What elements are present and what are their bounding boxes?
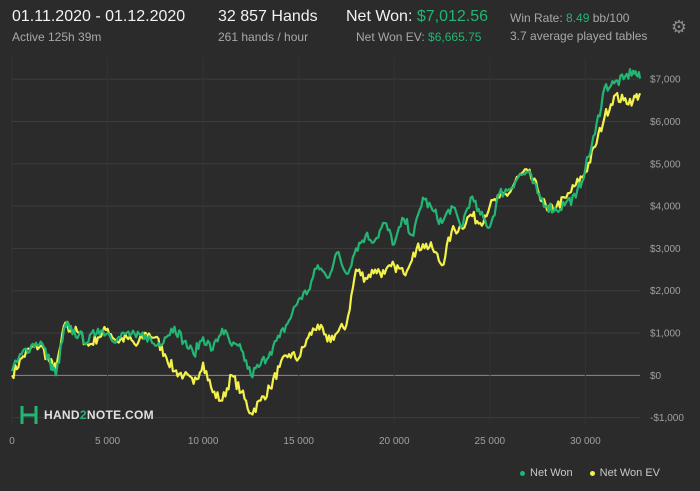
x-tick-label: 15 000 bbox=[283, 436, 314, 447]
gear-icon[interactable]: ⚙ bbox=[670, 17, 688, 37]
net-won-ev-value: $6,665.75 bbox=[428, 30, 482, 44]
hands-block: 32 857 Hands 261 hands / hour bbox=[218, 8, 318, 44]
net-won-ev-summary: Net Won EV: $6,665.75 bbox=[356, 30, 488, 44]
net-won-ev-label: Net Won EV: bbox=[356, 30, 425, 44]
win-rate-value: 8.49 bbox=[566, 11, 590, 25]
net-won-value: $7,012.56 bbox=[416, 8, 489, 25]
x-tick-label: 10 000 bbox=[188, 436, 219, 447]
date-range-block: 01.11.2020 - 01.12.2020 Active 125h 39m bbox=[12, 8, 185, 44]
grid bbox=[11, 58, 640, 424]
stats-header: 01.11.2020 - 01.12.2020 Active 125h 39m … bbox=[0, 8, 700, 54]
y-tick-label: $7,000 bbox=[650, 75, 681, 86]
logo-text-mid: 2 bbox=[79, 408, 87, 422]
hand2note-logo-icon bbox=[20, 406, 38, 424]
logo-text: HAND2NOTE.COM bbox=[44, 408, 154, 422]
x-tick-label: 20 000 bbox=[379, 436, 410, 447]
chart-legend: Net Won Net Won EV bbox=[506, 467, 660, 479]
net-won-line bbox=[10, 68, 642, 379]
net-won-summary: Net Won: $7,012.56 bbox=[346, 8, 488, 26]
legend-net-won-swatch bbox=[520, 470, 526, 476]
y-tick-label: $6,000 bbox=[650, 117, 681, 128]
net-won-block: Net Won: $7,012.56 Net Won EV: $6,665.75 bbox=[346, 8, 488, 44]
legend-net-won-ev-label: Net Won EV bbox=[599, 467, 660, 479]
logo-text-pre: HAND bbox=[44, 408, 80, 422]
win-rate-block: Win Rate: 8.49 bb/100 3.7 average played… bbox=[510, 8, 647, 43]
legend-net-won-label: Net Won bbox=[530, 467, 573, 479]
logo-text-post: NOTE.COM bbox=[86, 408, 154, 422]
y-tick-label: $5,000 bbox=[650, 159, 681, 170]
y-tick-label: $3,000 bbox=[650, 244, 681, 255]
net-won-ev-line bbox=[11, 92, 642, 416]
legend-net-won-ev-swatch bbox=[589, 470, 595, 476]
y-tick-label: -$1,000 bbox=[650, 413, 684, 424]
y-tick-label: $1,000 bbox=[650, 329, 681, 340]
y-tick-labels: -$1,000 $0 $1,000 $2,000 $3,000 $4,000 $5,000 $… bbox=[650, 75, 684, 424]
legend-net-won[interactable]: Net Won bbox=[520, 467, 573, 479]
win-rate-unit: bb/100 bbox=[592, 11, 630, 25]
hand2note-logo: HAND2NOTE.COM bbox=[20, 405, 154, 425]
x-tick-label: 30 000 bbox=[570, 436, 601, 447]
active-time: Active 125h 39m bbox=[12, 30, 102, 44]
win-rate: Win Rate: 8.49 bb/100 bbox=[510, 11, 647, 25]
legend-net-won-ev[interactable]: Net Won EV bbox=[589, 467, 660, 479]
series-lines bbox=[10, 68, 642, 416]
x-tick-label: 0 bbox=[9, 436, 15, 447]
y-tick-label: $2,000 bbox=[650, 286, 681, 297]
date-range: 01.11.2020 - 01.12.2020 bbox=[12, 8, 186, 25]
x-tick-label: 25 000 bbox=[475, 436, 506, 447]
hands-per-hour: 261 hands / hour bbox=[218, 30, 309, 44]
win-rate-label: Win Rate: bbox=[510, 11, 563, 25]
net-won-label: Net Won: bbox=[346, 8, 413, 25]
hands-count: 32 857 Hands bbox=[218, 8, 318, 25]
avg-tables: 3.7 average played tables bbox=[510, 29, 648, 43]
y-tick-label: $0 bbox=[650, 371, 662, 382]
y-tick-label: $4,000 bbox=[650, 202, 681, 213]
profit-graph: -$1,000 $0 $1,000 $2,000 $3,000 $4,000 $5,000 $… bbox=[9, 58, 684, 447]
x-tick-label: 5 000 bbox=[95, 436, 120, 447]
x-tick-labels: 0 5 000 10 000 15 000 20 000 25 000 30 000 bbox=[9, 436, 601, 447]
